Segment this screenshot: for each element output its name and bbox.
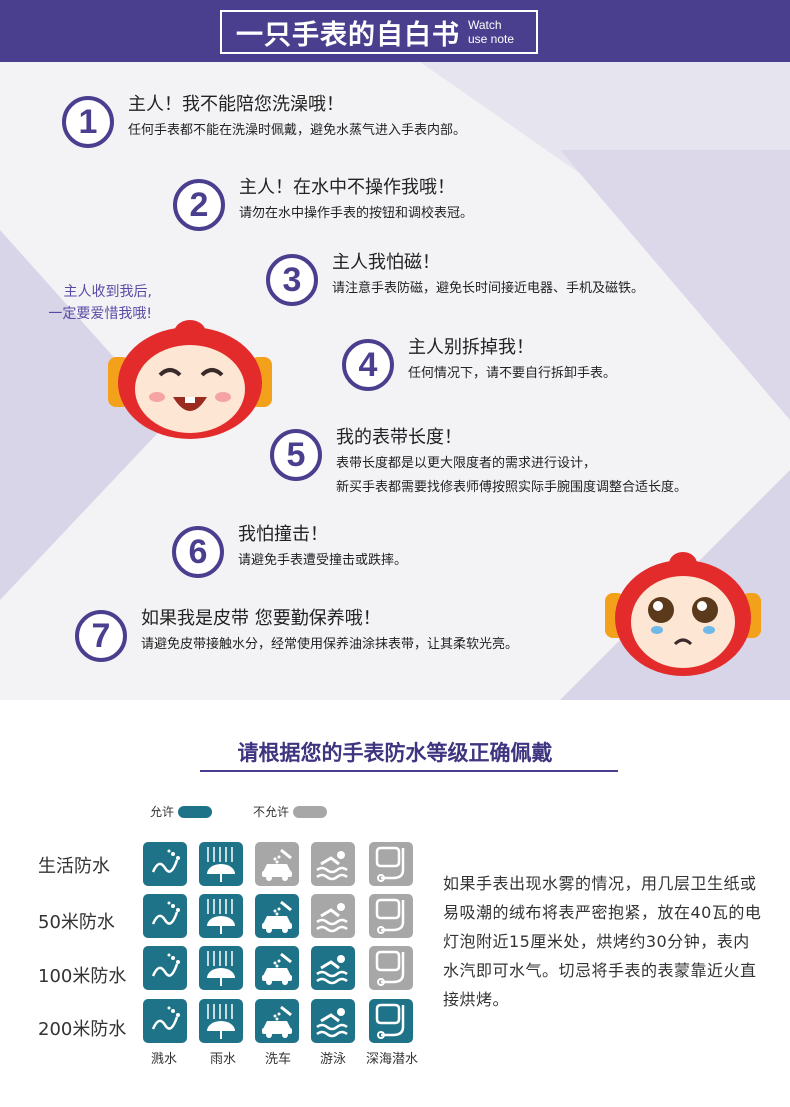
diving-icon xyxy=(369,999,413,1043)
splash-icon xyxy=(143,842,187,886)
tip-item-2: 2 主人！在水中不操作我哦！ 请勿在水中操作手表的按钮和调校表冠。 xyxy=(173,175,473,231)
tips-section: 一只手表的自白书 Watch use note 1 主人！我不能陪您洗澡哦！ 任何… xyxy=(0,0,790,700)
legend-deny: 不允许 xyxy=(253,803,328,820)
rain-icon xyxy=(199,842,243,886)
happy-mascot-icon xyxy=(108,320,272,439)
tip-title: 如果我是皮带 您要勤保养哦！ xyxy=(141,608,381,629)
tip-title: 主人我怕磁！ xyxy=(332,252,440,273)
tip-number-badge: 3 xyxy=(266,254,318,306)
rain-icon xyxy=(199,894,243,938)
rain-icon xyxy=(199,999,243,1043)
splash-icon xyxy=(143,946,187,990)
column-label-splash: 溅水 xyxy=(150,1052,177,1067)
tip-title: 主人别拆掉我！ xyxy=(408,337,534,358)
page-title: 一只手表的自白书 xyxy=(236,19,460,51)
column-label-swim: 游泳 xyxy=(319,1052,346,1067)
side-note-line-2: 一定要爱惜我哦! xyxy=(48,306,152,322)
swim-icon xyxy=(311,999,355,1043)
page-subtitle: Watch use note xyxy=(468,18,514,46)
tip-desc: 请勿在水中操作手表的按钮和调校表冠。 xyxy=(239,206,474,221)
car-wash-icon xyxy=(255,999,299,1043)
column-label-rain: 雨水 xyxy=(209,1052,236,1067)
tip-number-badge: 6 xyxy=(172,526,224,578)
page-subtitle-line-1: Watch xyxy=(468,18,502,32)
splash-icon xyxy=(143,894,187,938)
row-label-daily: 生活防水 xyxy=(38,856,110,877)
row-label-50m: 50米防水 xyxy=(38,912,115,933)
legend-deny-label: 不允许 xyxy=(253,805,290,819)
tip-number-badge: 1 xyxy=(62,96,114,148)
tip-desc: 请避免皮带接触水分，经常使用保养油涂抹表带，让其柔软光亮。 xyxy=(141,637,519,652)
car-wash-icon xyxy=(255,842,299,886)
column-label-car-wash: 洗车 xyxy=(264,1052,291,1067)
legend-allow-swatch xyxy=(178,805,213,818)
tip-title: 主人！我不能陪您洗澡哦！ xyxy=(128,94,344,115)
tip-number-badge: 7 xyxy=(75,610,127,662)
tip-desc-2: 新买手表都需要找修表师傅按照实际手腕围度调整合适长度。 xyxy=(336,480,688,495)
tip-item-7: 7 如果我是皮带 您要勤保养哦！ 请避免皮带接触水分，经常使用保养油涂抹表带，让其… xyxy=(75,606,518,662)
swim-icon xyxy=(311,894,355,938)
tip-item-5: 5 我的表带长度！ 表带长度都是以更大限度者的需求进行设计， 新买手表都需要找修表师… xyxy=(270,425,687,499)
legend-allow: 允许 xyxy=(150,803,213,820)
header-title-box: 一只手表的自白书 Watch use note xyxy=(220,10,538,54)
tip-item-6: 6 我怕撞击！ 请避免手表遭受撞击或跌摔。 xyxy=(172,522,407,578)
tip-desc: 请避免手表遭受撞击或跌摔。 xyxy=(238,553,408,568)
car-wash-icon xyxy=(255,946,299,990)
legend-deny-swatch xyxy=(293,805,328,818)
sad-mascot-icon xyxy=(605,552,761,676)
diving-icon xyxy=(369,946,413,990)
car-wash-icon xyxy=(255,894,299,938)
tip-title: 我怕撞击！ xyxy=(238,524,328,545)
tip-item-1: 1 主人！我不能陪您洗澡哦！ 任何手表都不能在洗澡时佩戴，避免水蒸气进入手表内部。 xyxy=(62,92,466,148)
tip-desc: 表带长度都是以更大限度者的需求进行设计， xyxy=(336,456,597,471)
tip-item-3: 3 主人我怕磁！ 请注意手表防磁，避免长时间接近电器、手机及磁铁。 xyxy=(266,250,644,306)
tip-number-badge: 4 xyxy=(342,339,394,391)
side-note: 主人收到我后, 一定要爱惜我哦! xyxy=(14,281,152,325)
tip-desc: 请注意手表防磁，避免长时间接近电器、手机及磁铁。 xyxy=(332,281,645,296)
tip-title: 我的表带长度！ xyxy=(336,427,462,448)
waterproof-title-underline xyxy=(200,770,618,772)
tip-title: 主人！在水中不操作我哦！ xyxy=(239,177,455,198)
tip-number-badge: 2 xyxy=(173,179,225,231)
swim-icon xyxy=(311,842,355,886)
diving-icon xyxy=(369,894,413,938)
side-note-line-1: 主人收到我后, xyxy=(63,284,152,300)
column-label-diving: 深海潜水 xyxy=(365,1052,418,1067)
tip-desc: 任何手表都不能在洗澡时佩戴，避免水蒸气进入手表内部。 xyxy=(128,123,467,138)
tip-number-badge: 5 xyxy=(270,429,322,481)
background-decoration xyxy=(0,62,790,700)
tip-desc: 任何情况下，请不要自行拆卸手表。 xyxy=(408,366,617,381)
row-label-100m: 100米防水 xyxy=(38,966,127,987)
tip-item-4: 4 主人别拆掉我！ 任何情况下，请不要自行拆卸手表。 xyxy=(342,335,616,391)
page-subtitle-line-2: use note xyxy=(468,32,515,46)
fog-tip-note: 如果手表出现水雾的情况，用几层卫生纸或易吸潮的绒布将表严密抱紧，放在40瓦的电灯… xyxy=(443,874,762,1009)
legend-allow-label: 允许 xyxy=(150,805,175,819)
splash-icon xyxy=(143,999,187,1043)
row-label-200m: 200米防水 xyxy=(38,1019,127,1040)
waterproof-title: 请根据您的手表防水等级正确佩戴 xyxy=(237,741,553,765)
rain-icon xyxy=(199,946,243,990)
swim-icon xyxy=(311,946,355,990)
diving-icon xyxy=(369,842,413,886)
